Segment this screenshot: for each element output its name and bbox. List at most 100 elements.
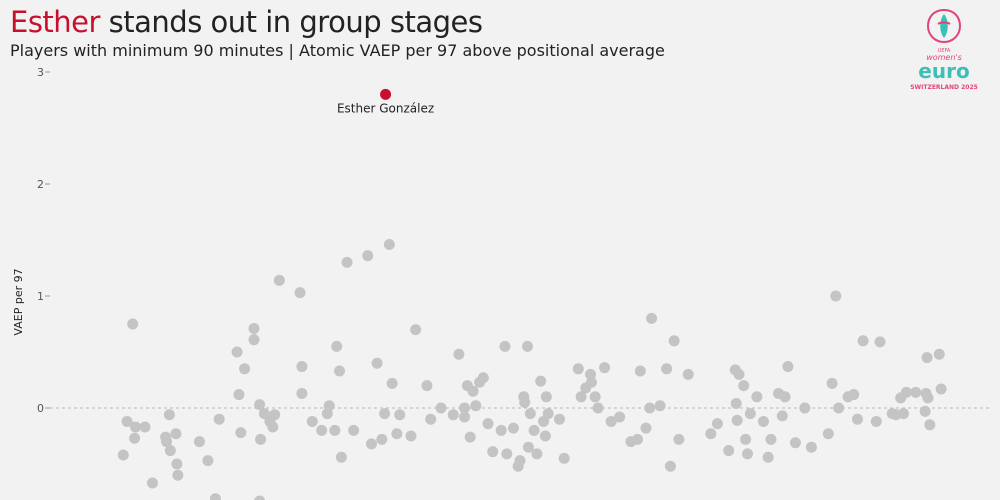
player-point [129, 432, 141, 444]
player-point [524, 408, 536, 420]
player-point [921, 352, 933, 364]
player-point [661, 363, 673, 375]
player-point [640, 422, 652, 434]
player-point [482, 418, 494, 430]
player-point [779, 391, 791, 403]
title-rest: stands out in group stages [99, 5, 483, 39]
womens-euro-logo: UEFA women's euro SWITZERLAND 2025 [908, 6, 980, 92]
player-point [296, 361, 308, 373]
player-point [822, 428, 834, 440]
player-point [335, 451, 347, 463]
player-point [376, 433, 388, 445]
player-point [572, 363, 584, 375]
player-point [172, 469, 184, 481]
player-point [459, 411, 471, 423]
logo-euro: euro [918, 59, 969, 83]
player-point [558, 452, 570, 464]
player-point [316, 424, 328, 436]
player-point [163, 409, 175, 421]
player-point [731, 414, 743, 426]
player-point [235, 427, 247, 439]
player-point [213, 413, 225, 425]
player-point [323, 400, 335, 412]
player-point [539, 430, 551, 442]
player-point [592, 402, 604, 414]
player-point [848, 389, 860, 401]
player-point [632, 433, 643, 445]
player-point [193, 436, 205, 448]
player-point [933, 348, 945, 360]
player-point [599, 362, 611, 374]
player-point [127, 318, 139, 330]
chart-title: Esther stands out in group stages [10, 4, 483, 40]
player-point [644, 402, 656, 414]
player-point [519, 396, 531, 408]
player-point [459, 402, 471, 414]
y-axis-title: VAEP per 97 [12, 268, 25, 335]
player-point [379, 408, 391, 420]
player-point [682, 368, 694, 380]
player-point [348, 424, 360, 436]
player-point [799, 402, 811, 414]
player-point [673, 433, 685, 445]
player-point [634, 365, 646, 377]
player-point [267, 421, 279, 433]
player-point [605, 415, 617, 427]
player-point [453, 348, 465, 360]
player-point [467, 385, 479, 397]
player-point [924, 419, 936, 431]
player-point [294, 287, 306, 299]
player-point [464, 431, 476, 443]
player-point [499, 340, 511, 352]
player-point [202, 455, 214, 467]
y-tick-label: 1 [37, 290, 44, 303]
logo-womens: women's [926, 53, 962, 62]
y-tick-label: 3 [37, 66, 44, 79]
player-point [117, 449, 129, 461]
player-point [231, 346, 243, 358]
player-point [740, 433, 752, 445]
player-point [705, 428, 717, 440]
player-point [139, 421, 151, 433]
player-point [170, 428, 182, 440]
player-point [306, 415, 318, 427]
player-point [146, 477, 158, 489]
player-point [585, 376, 597, 388]
player-point [421, 380, 433, 392]
y-tick-label: 2 [37, 178, 44, 191]
player-point [130, 421, 142, 433]
player-point [522, 441, 534, 453]
highlight-label: Esther González [337, 101, 434, 115]
highlight-point [380, 88, 392, 100]
player-point [711, 418, 723, 430]
player-point [477, 372, 489, 384]
player-point [164, 445, 176, 457]
player-point [258, 408, 270, 420]
player-point [254, 399, 266, 411]
player-point [910, 386, 922, 398]
player-point [425, 413, 437, 425]
player-point [922, 392, 934, 404]
player-point [589, 391, 601, 403]
player-point [723, 445, 735, 457]
player-point [507, 422, 519, 434]
player-point [919, 405, 931, 417]
logo-switzerland: SWITZERLAND 2025 [910, 84, 978, 91]
player-point [233, 389, 245, 401]
player-point [487, 446, 499, 458]
player-point [362, 250, 374, 262]
y-tick-label: 0 [37, 402, 44, 415]
player-point [646, 312, 658, 324]
player-point [394, 409, 406, 421]
player-point [269, 409, 281, 421]
player-point [757, 415, 769, 427]
player-point [383, 238, 395, 250]
player-point [531, 448, 543, 460]
player-point [782, 361, 794, 373]
player-point [738, 380, 750, 392]
player-point [239, 363, 251, 375]
player-point [851, 413, 863, 425]
player-point [161, 436, 173, 448]
player-point [733, 368, 745, 380]
player-point [741, 448, 753, 460]
